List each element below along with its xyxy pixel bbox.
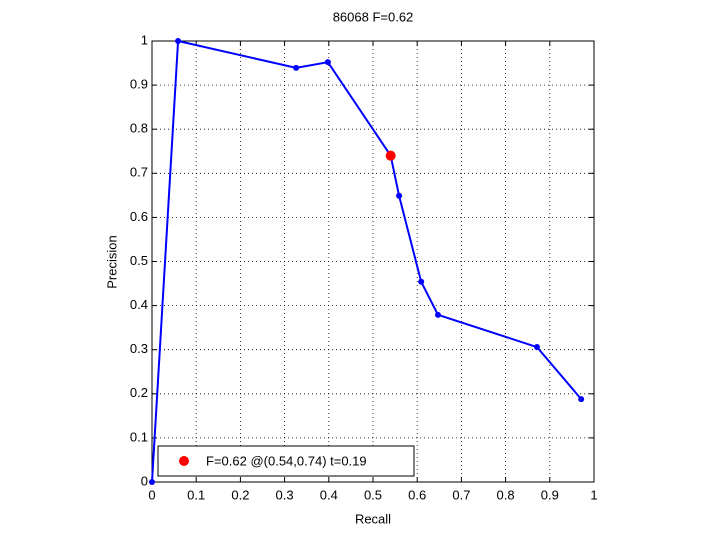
y-tick-label: 1: [141, 32, 148, 47]
x-tick-label: 0.9: [541, 487, 559, 502]
data-point: [418, 278, 425, 285]
legend-box: [157, 445, 415, 477]
y-tick-label: 0.7: [130, 165, 148, 180]
x-tick-label: 0: [148, 487, 155, 502]
best-point: [385, 150, 396, 161]
x-tick-label: 0.3: [276, 487, 294, 502]
x-tick-label: 1: [590, 487, 597, 502]
y-tick-label: 0.3: [130, 341, 148, 356]
x-tick-label: 0.4: [320, 487, 338, 502]
legend-label: F=0.62 @(0.54,0.74) t=0.19: [206, 453, 367, 468]
y-tick-label: 0.4: [130, 297, 148, 312]
y-axis-label: Precision: [104, 235, 119, 288]
data-point: [175, 38, 182, 44]
y-tick-label: 0.9: [130, 77, 148, 92]
legend-marker: [179, 456, 189, 466]
x-tick-label: 0.8: [497, 487, 515, 502]
pr-curve: [151, 39, 582, 483]
data-point: [396, 192, 403, 199]
x-tick-label: 0.5: [364, 487, 382, 502]
y-tick-label: 0.8: [130, 121, 148, 136]
y-tick-label: 0.6: [130, 209, 148, 224]
y-tick-label: 0.2: [130, 385, 148, 400]
y-tick-label: 0.5: [130, 253, 148, 268]
x-axis-label: Recall: [355, 511, 391, 526]
chart-title: 86068 F=0.62: [333, 9, 414, 24]
y-tick-label: 0: [141, 473, 148, 488]
data-point: [578, 396, 585, 403]
plot-frame: [151, 40, 595, 483]
x-tick-label: 0.1: [187, 487, 205, 502]
x-tick-label: 0.2: [231, 487, 249, 502]
x-tick-label: 0.7: [452, 487, 470, 502]
x-tick-label: 0.6: [408, 487, 426, 502]
data-point: [293, 64, 300, 71]
y-tick-label: 0.1: [130, 429, 148, 444]
data-point: [149, 479, 155, 485]
data-point: [533, 344, 540, 351]
data-point: [324, 59, 331, 66]
data-point: [434, 311, 441, 318]
